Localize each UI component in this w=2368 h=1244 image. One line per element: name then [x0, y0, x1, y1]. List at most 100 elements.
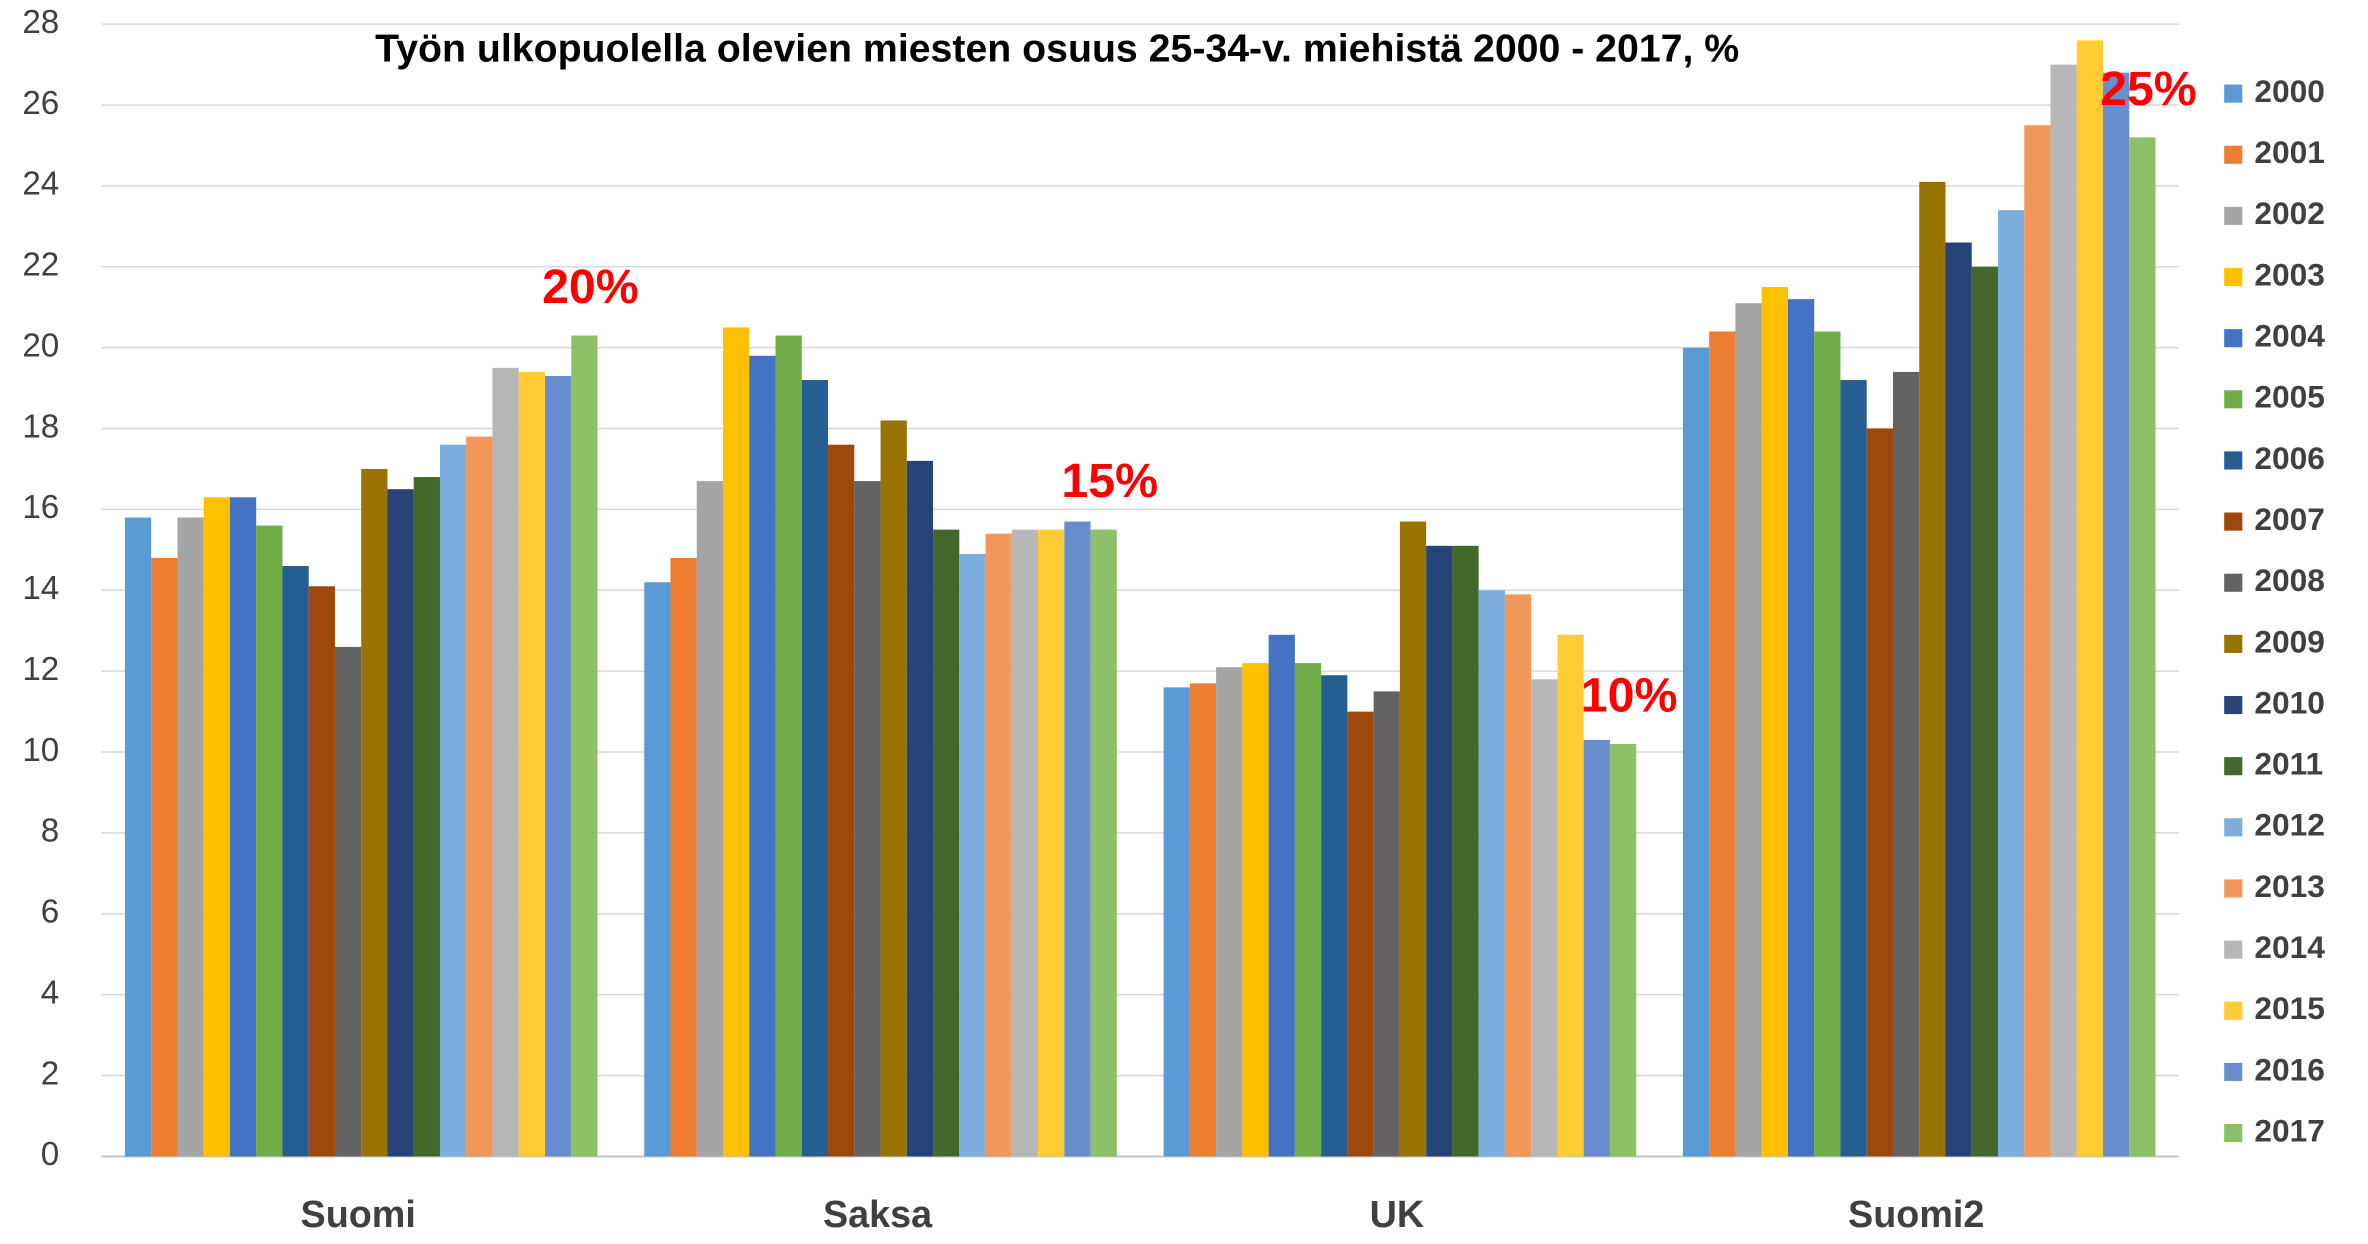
bar [571, 335, 598, 1157]
legend-swatch [2224, 267, 2243, 287]
bar [282, 566, 309, 1157]
legend-label: 2000 [2254, 73, 2325, 109]
legend-swatch [2224, 879, 2243, 898]
bar [2076, 40, 2104, 1157]
x-tick-label: Saksa [823, 1193, 933, 1235]
legend-swatch [2224, 1123, 2243, 1143]
legend-label: 2006 [2254, 440, 2325, 476]
y-tick-label: 24 [22, 166, 59, 203]
y-tick-label: 28 [22, 4, 59, 41]
legend-label: 2016 [2254, 1051, 2325, 1087]
bar [387, 489, 414, 1157]
bar [1945, 242, 1972, 1157]
bar [933, 529, 960, 1157]
y-tick-label: 14 [22, 570, 59, 607]
legend-swatch [2224, 390, 2243, 409]
bar [124, 517, 152, 1157]
bar [1011, 529, 1039, 1157]
bar [256, 525, 283, 1157]
bar [2050, 64, 2077, 1157]
y-tick-label: 8 [41, 813, 59, 850]
y-tick-label: 10 [22, 732, 59, 769]
y-tick-label: 20 [22, 327, 59, 364]
bar [1919, 181, 1946, 1157]
x-tick-label: Suomi [301, 1193, 416, 1235]
bar [1189, 683, 1217, 1157]
bar [2103, 72, 2130, 1157]
bar [413, 477, 440, 1157]
legend-swatch [2224, 695, 2243, 715]
bar [1709, 331, 1736, 1157]
bar [696, 481, 724, 1157]
bar [1163, 687, 1190, 1157]
bar [1761, 287, 1788, 1157]
legend-label: 2005 [2254, 379, 2325, 415]
legend-swatch [2224, 573, 2243, 592]
bar [544, 375, 572, 1157]
legend-label: 2013 [2254, 868, 2325, 904]
legend-swatch [2224, 145, 2243, 164]
legend-label: 2008 [2254, 562, 2325, 598]
legend-label: 2012 [2254, 807, 2325, 843]
bar [959, 553, 986, 1157]
bar [1971, 266, 1998, 1157]
legend-label: 2009 [2254, 623, 2325, 659]
legend-label: 2001 [2254, 134, 2325, 170]
bar [1997, 210, 2025, 1157]
bar [229, 497, 257, 1157]
bar [492, 367, 519, 1157]
bar [151, 557, 178, 1157]
y-tick-label: 12 [22, 651, 59, 688]
bar [466, 436, 493, 1157]
bar [1242, 663, 1269, 1157]
bar [203, 497, 230, 1157]
x-tick-label: UK [1370, 1193, 1425, 1235]
bar [1504, 594, 1532, 1157]
bar [1531, 679, 1558, 1157]
legend-swatch [2224, 329, 2243, 348]
bar [518, 371, 545, 1157]
bar [1787, 299, 1815, 1157]
bar [1321, 675, 1348, 1157]
y-tick-label: 18 [22, 408, 59, 445]
bar [308, 586, 335, 1157]
bar [1478, 590, 1505, 1157]
y-tick-label: 0 [41, 1136, 59, 1173]
legend-swatch [2224, 84, 2243, 103]
bar [828, 444, 855, 1157]
legend-swatch [2224, 1001, 2243, 1020]
legend-label: 2004 [2254, 318, 2325, 354]
bar [906, 460, 934, 1157]
bar [1452, 545, 1479, 1157]
bar [177, 517, 204, 1157]
bar [1038, 529, 1065, 1157]
legend-swatch [2224, 1062, 2243, 1081]
legend-swatch [2224, 757, 2243, 776]
y-tick-label: 26 [22, 85, 59, 122]
legend-swatch [2224, 206, 2243, 225]
legend-swatch [2224, 940, 2243, 959]
bar [1216, 667, 1243, 1157]
legend-label: 2002 [2254, 195, 2325, 231]
y-tick-label: 22 [22, 247, 59, 284]
bar [1609, 743, 1637, 1157]
bar [1840, 380, 1867, 1157]
chart-title: Työn ulkopuolella olevien miesten osuus … [375, 27, 1739, 71]
bar [361, 468, 388, 1157]
bar [723, 327, 750, 1157]
bar [1557, 634, 1584, 1157]
legend-label: 2017 [2254, 1112, 2325, 1148]
bar [1399, 521, 1427, 1157]
bar [749, 355, 776, 1157]
legend-swatch [2224, 451, 2243, 470]
legend-label: 2011 [2254, 746, 2323, 782]
y-tick-label: 16 [22, 489, 59, 526]
legend-label: 2014 [2254, 929, 2325, 965]
bar [1347, 711, 1374, 1157]
bar [439, 444, 467, 1157]
annotation: 20% [542, 260, 639, 314]
bar [1268, 634, 1295, 1157]
bar [1892, 371, 1920, 1157]
bar [1090, 529, 1117, 1157]
